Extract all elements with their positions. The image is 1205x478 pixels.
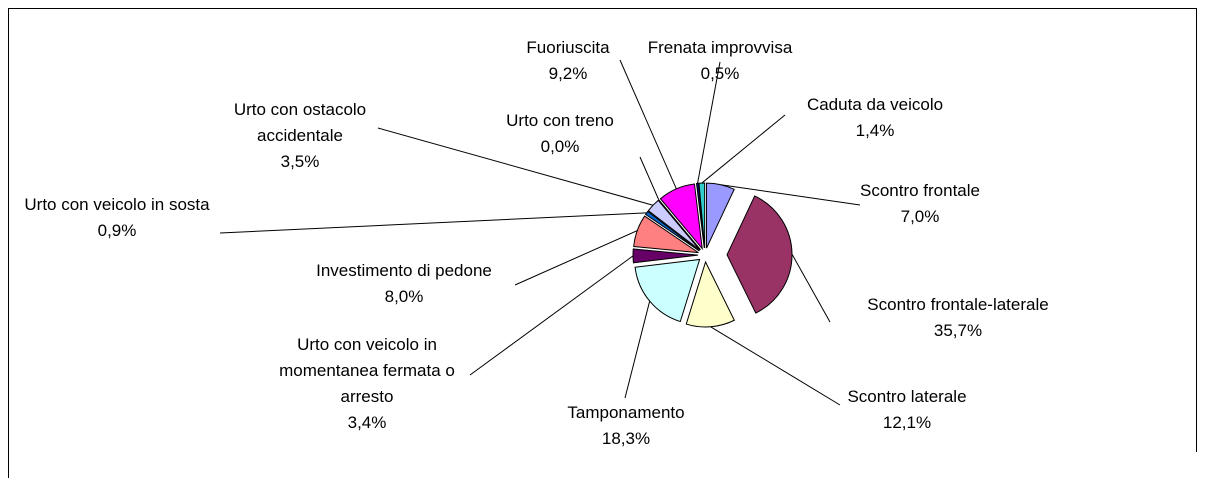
- leader-line: [624, 300, 651, 399]
- slice-name: Fuoriuscita: [526, 38, 610, 57]
- pie-slice: [644, 210, 700, 252]
- leader-line: [639, 156, 660, 201]
- slice-value-label: 0,0%: [540, 137, 580, 156]
- pie-slice: [634, 258, 701, 323]
- leader-line: [710, 326, 841, 406]
- slice-value-label: 0,5%: [700, 64, 740, 83]
- pie-slice: [658, 199, 701, 250]
- data-label: Urto con veicolo in sosta 0,9%: [22, 192, 212, 244]
- slice-name: Urto con veicolo in sosta: [24, 195, 210, 214]
- data-label: Frenata improvvisa 0,5%: [620, 35, 820, 87]
- slice-name: Urto con ostacolo accidentale: [233, 100, 367, 145]
- slice-value-label: 35,7%: [933, 321, 983, 340]
- leader-line: [701, 114, 786, 184]
- slice-name: Scontro frontale: [859, 181, 980, 200]
- slice-value-label: 12,1%: [882, 413, 932, 432]
- data-label: Scontro laterale 12,1%: [817, 384, 997, 436]
- slice-value-label: 3,5%: [280, 152, 320, 171]
- leader-line: [219, 212, 647, 234]
- slice-name: Urto con veicolo in momentanea fermata o…: [279, 335, 455, 406]
- data-label: Investimento di pedone 8,0%: [284, 258, 524, 310]
- data-label: Urto con veicolo in momentanea fermata o…: [267, 332, 467, 436]
- data-label: Urto con treno 0,0%: [480, 108, 640, 160]
- leader-line: [697, 61, 721, 184]
- leader-line: [469, 255, 634, 376]
- slice-value-label: 18,3%: [601, 429, 651, 448]
- slice-name: Scontro frontale-laterale: [867, 295, 1049, 314]
- pie-slice: [698, 182, 706, 249]
- pie-slice: [633, 215, 699, 254]
- slice-value-label: 1,4%: [855, 121, 895, 140]
- leader-line: [791, 253, 831, 323]
- pie-slice: [659, 183, 703, 251]
- pie-slice: [706, 182, 735, 249]
- data-label: Tamponamento 18,3%: [536, 400, 716, 452]
- pie-slice: [726, 195, 793, 314]
- pie-slice: [632, 248, 699, 264]
- data-label: Scontro frontale-laterale 35,7%: [838, 292, 1078, 344]
- leader-line: [720, 184, 861, 206]
- data-label: Urto con ostacolo accidentale 3,5%: [215, 97, 385, 175]
- data-label: Caduta da veicolo 1,4%: [775, 92, 975, 144]
- slice-name: Frenata improvvisa: [647, 38, 793, 57]
- slice-value-label: 9,2%: [548, 64, 588, 83]
- leader-line: [377, 127, 654, 206]
- data-label: Fuoriuscita 9,2%: [498, 35, 638, 87]
- leader-line: [619, 59, 677, 190]
- slice-value-label: 8,0%: [384, 287, 424, 306]
- slice-name: Scontro laterale: [847, 387, 967, 406]
- leader-line: [514, 230, 638, 286]
- slice-name: Urto con treno: [506, 111, 614, 130]
- slice-value-label: 0,9%: [97, 221, 137, 240]
- frame: [8, 8, 1197, 478]
- slice-name: Investimento di pedone: [316, 261, 492, 280]
- slice-value-label: 3,4%: [347, 413, 387, 432]
- data-label: Scontro frontale 7,0%: [840, 178, 1000, 230]
- slice-name: Tamponamento: [567, 403, 685, 422]
- slice-value-label: 7,0%: [900, 207, 940, 226]
- slice-name: Caduta da veicolo: [806, 95, 944, 114]
